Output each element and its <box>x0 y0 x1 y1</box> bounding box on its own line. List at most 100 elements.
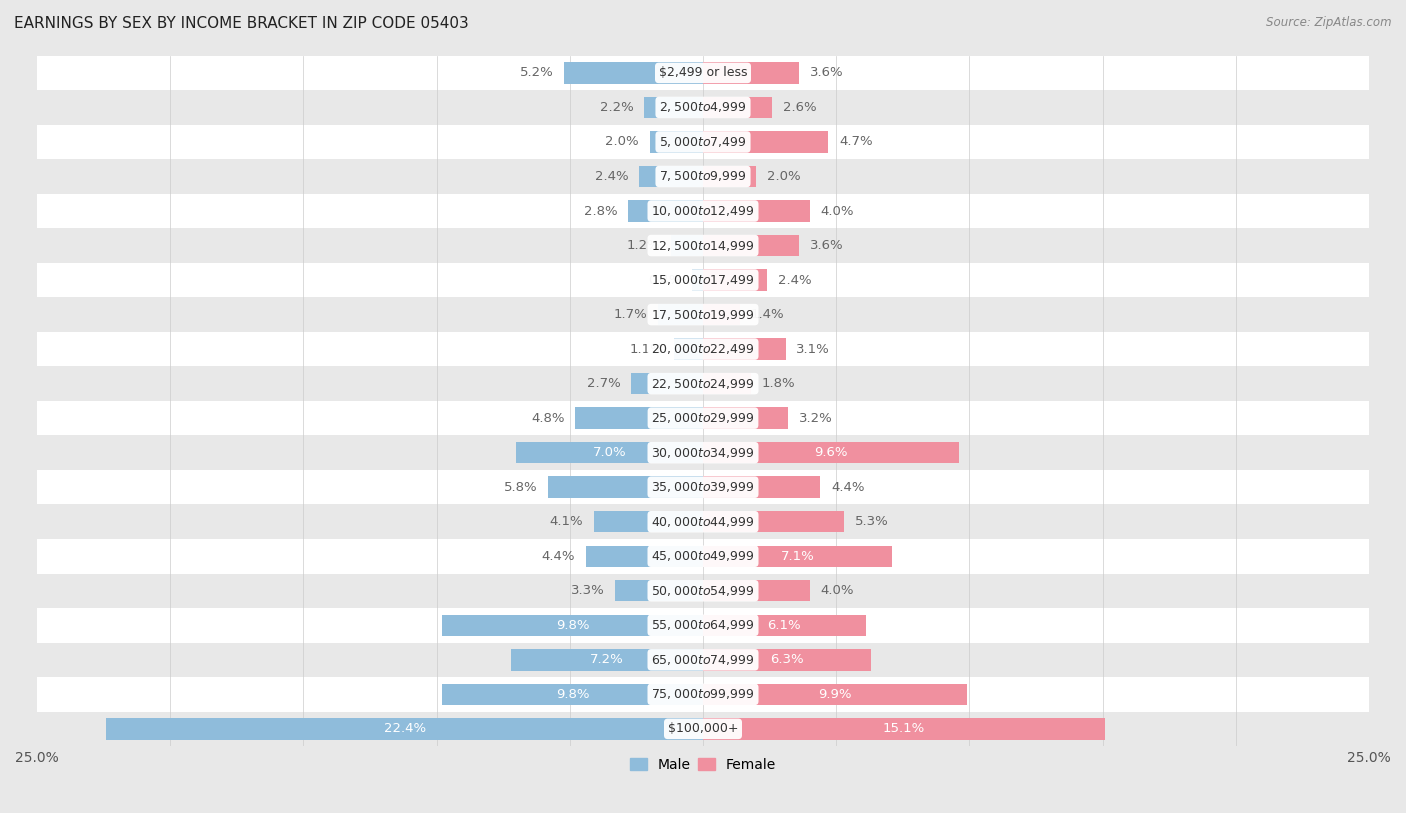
Text: 3.1%: 3.1% <box>796 342 830 355</box>
Bar <box>548 476 703 498</box>
Bar <box>703 166 756 187</box>
Text: 2.0%: 2.0% <box>766 170 800 183</box>
Text: 7.0%: 7.0% <box>593 446 627 459</box>
Text: 9.6%: 9.6% <box>814 446 848 459</box>
Bar <box>37 90 1369 124</box>
Bar <box>37 159 1369 193</box>
Bar <box>37 677 1369 711</box>
Bar <box>37 642 1369 677</box>
Text: Source: ZipAtlas.com: Source: ZipAtlas.com <box>1267 16 1392 29</box>
Bar <box>37 124 1369 159</box>
Text: 22.4%: 22.4% <box>384 723 426 736</box>
Text: $22,500 to $24,999: $22,500 to $24,999 <box>651 376 755 390</box>
Bar <box>703 615 866 636</box>
Bar <box>564 63 703 84</box>
Bar <box>37 401 1369 436</box>
Bar <box>703 97 772 118</box>
Text: 4.7%: 4.7% <box>839 136 873 149</box>
Bar <box>644 97 703 118</box>
Bar <box>37 55 1369 90</box>
Text: $12,500 to $14,999: $12,500 to $14,999 <box>651 238 755 253</box>
Bar <box>703 338 786 360</box>
Text: $40,000 to $44,999: $40,000 to $44,999 <box>651 515 755 528</box>
Bar <box>441 615 703 636</box>
Bar <box>441 684 703 705</box>
Bar <box>692 269 703 291</box>
Text: $7,500 to $9,999: $7,500 to $9,999 <box>659 169 747 184</box>
Bar <box>37 504 1369 539</box>
Text: 3.6%: 3.6% <box>810 239 844 252</box>
Bar <box>650 131 703 153</box>
Bar <box>37 298 1369 332</box>
Text: 2.4%: 2.4% <box>595 170 628 183</box>
Bar <box>703 407 789 428</box>
Bar <box>703 580 810 602</box>
Bar <box>516 442 703 463</box>
Text: 1.4%: 1.4% <box>751 308 785 321</box>
Bar <box>37 470 1369 504</box>
Bar <box>37 263 1369 298</box>
Text: 4.0%: 4.0% <box>820 205 853 218</box>
Text: $17,500 to $19,999: $17,500 to $19,999 <box>651 307 755 322</box>
Text: 2.2%: 2.2% <box>600 101 634 114</box>
Bar <box>703 546 893 567</box>
Bar <box>37 711 1369 746</box>
Bar <box>703 131 828 153</box>
Text: $50,000 to $54,999: $50,000 to $54,999 <box>651 584 755 598</box>
Bar <box>703 235 799 256</box>
Text: 15.1%: 15.1% <box>883 723 925 736</box>
Bar <box>703 511 844 533</box>
Bar <box>703 304 741 325</box>
Text: $2,499 or less: $2,499 or less <box>659 67 747 80</box>
Text: $25,000 to $29,999: $25,000 to $29,999 <box>651 411 755 425</box>
Text: 9.8%: 9.8% <box>555 619 589 632</box>
Text: 6.1%: 6.1% <box>768 619 801 632</box>
Bar <box>37 332 1369 367</box>
Bar <box>512 649 703 671</box>
Bar <box>37 436 1369 470</box>
Bar <box>703 200 810 222</box>
Text: 1.1%: 1.1% <box>630 342 664 355</box>
Text: 5.3%: 5.3% <box>855 515 889 528</box>
Text: 4.8%: 4.8% <box>531 411 564 424</box>
Bar <box>703 718 1105 740</box>
Text: 7.1%: 7.1% <box>780 550 814 563</box>
Text: 2.4%: 2.4% <box>778 273 811 286</box>
Bar <box>673 338 703 360</box>
Bar <box>658 304 703 325</box>
Text: $100,000+: $100,000+ <box>668 723 738 736</box>
Text: $2,500 to $4,999: $2,500 to $4,999 <box>659 101 747 115</box>
Text: $15,000 to $17,499: $15,000 to $17,499 <box>651 273 755 287</box>
Text: 7.2%: 7.2% <box>591 654 624 667</box>
Bar <box>37 539 1369 573</box>
Text: EARNINGS BY SEX BY INCOME BRACKET IN ZIP CODE 05403: EARNINGS BY SEX BY INCOME BRACKET IN ZIP… <box>14 16 468 31</box>
Text: $45,000 to $49,999: $45,000 to $49,999 <box>651 550 755 563</box>
Bar <box>703 649 870 671</box>
Text: 3.6%: 3.6% <box>810 67 844 80</box>
Bar <box>703 269 766 291</box>
Text: $35,000 to $39,999: $35,000 to $39,999 <box>651 480 755 494</box>
Text: 1.7%: 1.7% <box>613 308 647 321</box>
Text: 3.3%: 3.3% <box>571 585 605 598</box>
Text: 5.8%: 5.8% <box>505 480 538 493</box>
Text: 2.6%: 2.6% <box>783 101 817 114</box>
Text: 1.8%: 1.8% <box>762 377 796 390</box>
Bar <box>631 373 703 394</box>
Bar <box>105 718 703 740</box>
Text: 9.8%: 9.8% <box>555 688 589 701</box>
Text: 2.0%: 2.0% <box>606 136 640 149</box>
Text: $30,000 to $34,999: $30,000 to $34,999 <box>651 446 755 459</box>
Bar <box>614 580 703 602</box>
Bar <box>575 407 703 428</box>
Text: 1.2%: 1.2% <box>627 239 661 252</box>
Bar <box>37 608 1369 642</box>
Bar <box>593 511 703 533</box>
Text: 4.4%: 4.4% <box>541 550 575 563</box>
Bar <box>703 684 967 705</box>
Text: $20,000 to $22,499: $20,000 to $22,499 <box>651 342 755 356</box>
Bar <box>586 546 703 567</box>
Legend: Male, Female: Male, Female <box>624 752 782 777</box>
Bar <box>703 476 820 498</box>
Bar <box>37 193 1369 228</box>
Text: $10,000 to $12,499: $10,000 to $12,499 <box>651 204 755 218</box>
